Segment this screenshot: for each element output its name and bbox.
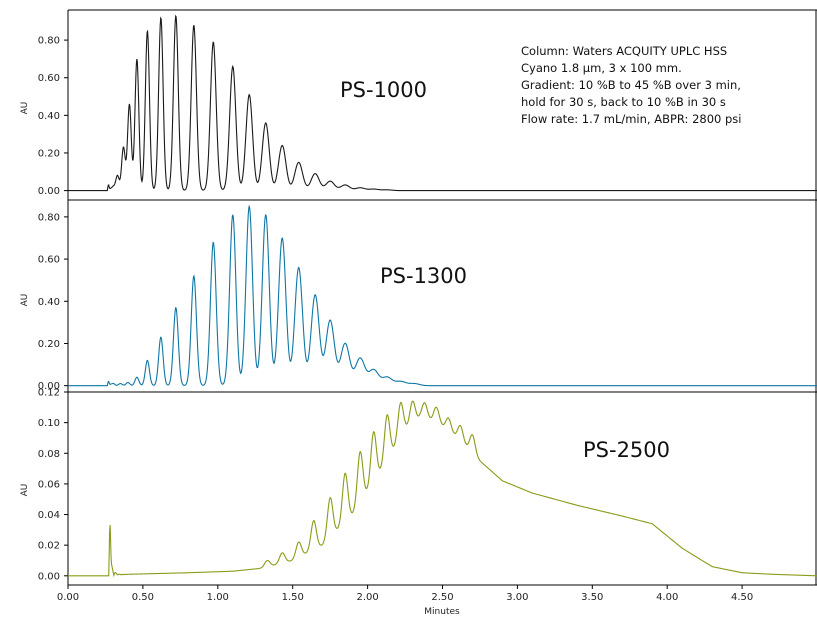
note-line: Gradient: 10 %B to 45 %B over 3 min,	[521, 78, 741, 92]
note-line: hold for 30 s, back to 10 %B in 30 s	[521, 95, 726, 109]
x-tick-label: 1.50	[282, 592, 304, 603]
x-tick-label: 4.00	[656, 592, 678, 603]
x-tick-label: 0.00	[57, 592, 79, 603]
note-line: Column: Waters ACQUITY UPLC HSS	[521, 44, 727, 58]
y-tick-label: 0.60	[38, 73, 60, 84]
x-tick-label: 1.00	[207, 592, 229, 603]
y-tick-label: 0.40	[38, 297, 60, 308]
sample-label: PS-2500	[583, 438, 670, 462]
y-axis-ticks: 0.00 0.20 0.40 0.60 0.80	[38, 36, 68, 197]
sample-label: PS-1300	[380, 264, 467, 288]
note-line: Flow rate: 1.7 mL/min, ABPR: 2800 psi	[521, 112, 742, 126]
y-axis-ticks: 0.00 0.02 0.04 0.06 0.08 0.10 0.12	[38, 388, 68, 582]
y-tick-label: 0.00	[38, 381, 60, 392]
y-axis-label: AU	[20, 102, 30, 115]
y-tick-label: 0.80	[38, 212, 60, 223]
panel-ps-1300: 0.00 0.20 0.40 0.60 0.80 AU PS-1300	[20, 200, 817, 393]
y-tick-label: 0.04	[38, 510, 60, 521]
chromatogram-trace	[68, 14, 817, 192]
panel-ps-1000: 0.00 0.20 0.40 0.60 0.80 AU PS-1000 Column: …	[20, 9, 817, 201]
x-tick-label: 4.50	[731, 592, 753, 603]
y-tick-label: 0.00	[38, 571, 60, 582]
y-axis-ticks: 0.00 0.20 0.40 0.60 0.80	[38, 212, 68, 392]
chromatogram-trace	[68, 204, 817, 387]
y-tick-label: 0.00	[38, 186, 60, 197]
x-axis-label: Minutes	[424, 607, 460, 617]
y-tick-label: 0.40	[38, 111, 60, 122]
panel-ps-2500: 0.00 0.02 0.04 0.06 0.08 0.10 0.12 0.00 0.50 1.0…	[20, 388, 817, 617]
y-tick-label: 0.20	[38, 339, 60, 350]
y-axis-label: AU	[20, 294, 30, 307]
y-tick-label: 0.20	[38, 148, 60, 159]
chromatogram-trace	[68, 400, 817, 578]
x-axis-ticks: 0.00 0.50 1.00 1.50 2.00 2.50 3.00 3.50 4.00 4.50	[57, 585, 753, 603]
y-tick-label: 0.02	[38, 541, 60, 552]
note-line: Cyano 1.8 µm, 3 x 100 mm.	[521, 61, 682, 75]
x-tick-label: 2.50	[431, 592, 453, 603]
y-tick-label: 0.06	[38, 479, 60, 490]
y-tick-label: 0.10	[38, 418, 60, 429]
y-axis-label: AU	[20, 484, 30, 497]
method-notes: Column: Waters ACQUITY UPLC HSS Cyano 1.…	[521, 44, 742, 126]
y-tick-label: 0.12	[38, 388, 60, 399]
y-tick-label: 0.80	[38, 36, 60, 47]
x-tick-label: 3.00	[506, 592, 528, 603]
y-tick-label: 0.60	[38, 255, 60, 266]
x-tick-label: 0.50	[132, 592, 154, 603]
sample-label: PS-1000	[340, 78, 427, 102]
y-tick-label: 0.08	[38, 449, 60, 460]
x-tick-label: 2.00	[356, 592, 378, 603]
x-tick-label: 3.50	[581, 592, 603, 603]
